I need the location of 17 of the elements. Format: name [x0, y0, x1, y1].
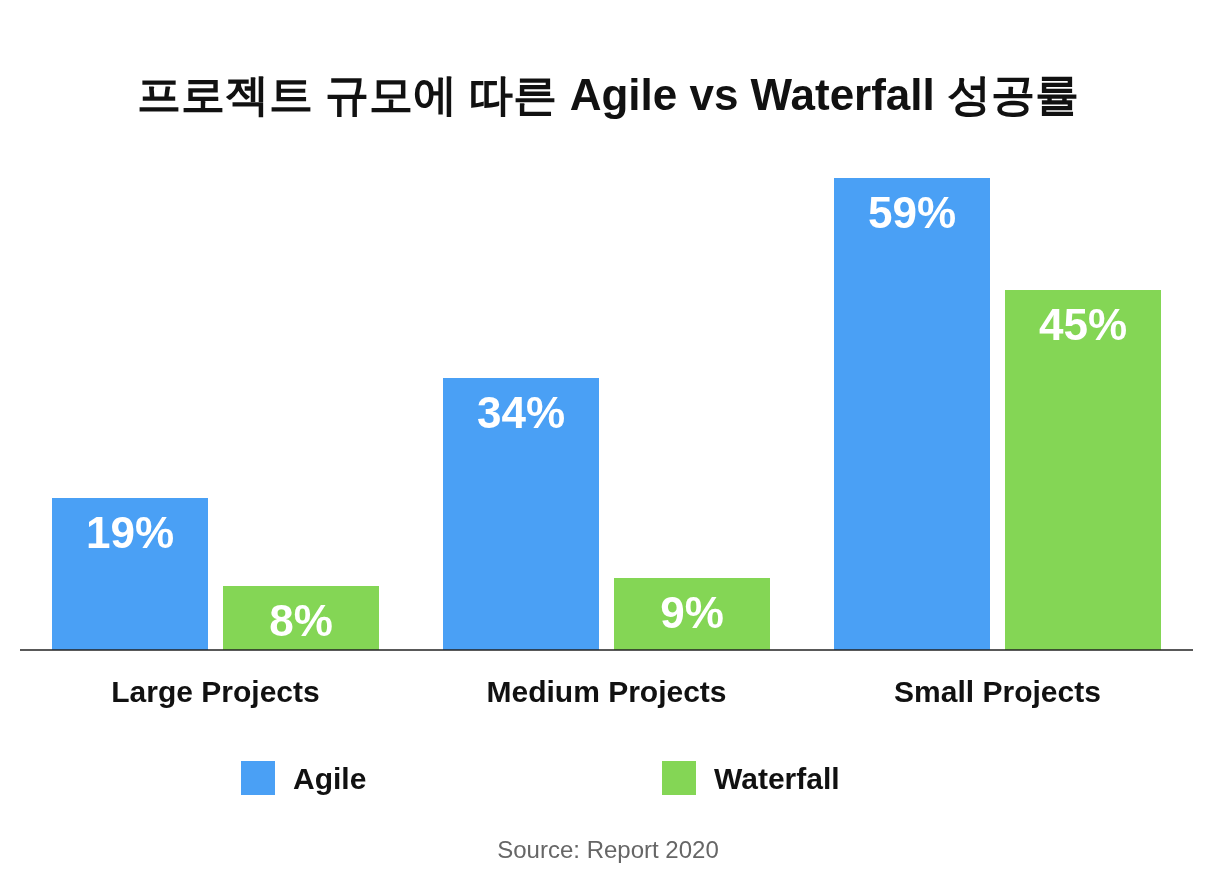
data-label: 9%: [660, 588, 724, 637]
bar: [443, 378, 599, 650]
bar: [52, 498, 208, 650]
data-label: 8%: [269, 596, 333, 645]
chart-title: 프로젝트 규모에 따른 Agile vs Waterfall 성공률: [136, 70, 1080, 119]
legend-label: Waterfall: [714, 762, 840, 795]
x-tick-label: Medium Projects: [486, 675, 727, 708]
bar: [834, 178, 990, 650]
source-note: Source: Report 2020: [497, 836, 719, 863]
x-tick-label: Large Projects: [111, 675, 320, 708]
data-label: 19%: [85, 508, 175, 557]
data-label: 59%: [867, 188, 957, 237]
x-tick-label: Small Projects: [894, 675, 1101, 708]
bar: [1005, 290, 1161, 650]
data-label: 34%: [476, 388, 566, 437]
data-label: 45%: [1038, 300, 1128, 349]
legend-label: Agile: [293, 762, 367, 795]
